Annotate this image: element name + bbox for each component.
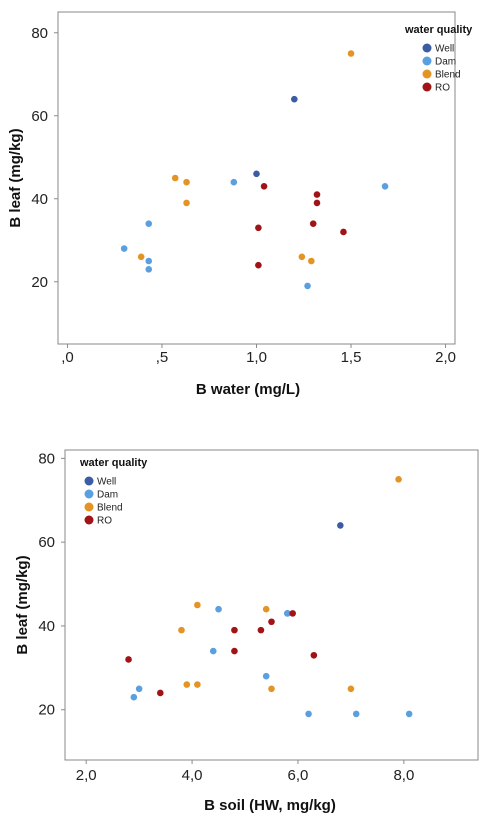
data-point-blend	[308, 257, 315, 265]
legend-marker-blend	[422, 69, 432, 79]
data-point-blend	[347, 685, 355, 693]
plot-frame	[64, 449, 479, 761]
data-point-ro	[309, 220, 317, 227]
data-point-blend	[347, 50, 355, 57]
legend-label-well: Well	[97, 477, 116, 488]
data-point-dam	[304, 282, 311, 290]
x-tick-label: 1,0	[246, 349, 267, 366]
data-point-dam	[230, 178, 238, 186]
legend-marker-ro	[84, 515, 94, 525]
x-tick-label: 2,0	[76, 767, 97, 784]
x-tick-label: 8,0	[393, 767, 414, 784]
chart-panel-1: ,0 ,5 1,0 1,5 2,0 20 40 60 80 B water (mg/L) B lea…	[7, 11, 473, 398]
legend-label-dam: Dam	[435, 57, 456, 68]
data-point-blend	[298, 253, 306, 261]
legend: water quality Well Dam Blend RO	[79, 457, 148, 527]
chart-panel-2: 2,0 4,0 6,0 8,0 20 40 60 80 B soil (HW, mg/kg) B …	[14, 449, 479, 814]
x-tick-label: ,5	[156, 349, 169, 366]
legend-label-well: Well	[435, 44, 454, 55]
y-tick-label: 40	[38, 618, 55, 635]
data-point-well	[291, 95, 298, 103]
data-point-ro	[310, 651, 318, 659]
data-point-blend	[183, 681, 191, 688]
legend-label-dam: Dam	[97, 490, 118, 501]
data-point-dam	[135, 685, 143, 693]
data-point-ro	[157, 689, 164, 697]
data-point-ro	[313, 199, 321, 207]
legend-marker-blend	[84, 502, 94, 512]
data-point-ro	[313, 191, 321, 198]
legend-title: water quality	[404, 24, 473, 36]
data-point-blend	[183, 178, 190, 186]
data-point-blend	[268, 685, 275, 693]
data-point-blend	[171, 174, 179, 182]
x-tick-label: 4,0	[182, 767, 203, 784]
x-axis-title: B water (mg/L)	[196, 381, 300, 398]
data-point-blend	[194, 681, 201, 688]
data-point-ro	[255, 224, 262, 232]
legend-marker-dam	[84, 489, 94, 499]
data-point-ro	[257, 626, 265, 634]
data-point-dam	[284, 610, 291, 617]
data-point-ro	[255, 261, 262, 269]
x-tick-label: 6,0	[288, 767, 309, 784]
data-point-ro	[268, 618, 275, 626]
data-point-blend	[178, 626, 185, 634]
data-point-blend	[262, 605, 270, 613]
legend: water quality Well Dam Blend RO	[404, 24, 473, 94]
data-point-dam	[120, 245, 128, 252]
data-point-dam	[130, 693, 138, 701]
legend-label-ro: RO	[97, 516, 112, 527]
y-axis-title: B leaf (mg/kg)	[14, 555, 31, 654]
data-point-dam	[352, 710, 360, 718]
y-tick-label: 20	[31, 274, 48, 291]
data-point-well	[337, 522, 344, 529]
data-point-dam	[145, 220, 153, 227]
data-point-dam	[209, 647, 217, 655]
data-point-dam	[262, 672, 270, 680]
legend-marker-dam	[422, 56, 432, 66]
data-point-dam	[305, 710, 312, 718]
y-tick-label: 20	[38, 702, 55, 719]
legend-marker-ro	[422, 82, 432, 92]
y-tick-label: 60	[31, 108, 48, 125]
y-tick-label: 80	[38, 450, 55, 467]
legend-label-ro: RO	[435, 83, 450, 94]
data-point-dam	[145, 257, 153, 265]
x-tick-label: 1,5	[341, 349, 362, 366]
data-point-ro	[260, 183, 268, 190]
legend-label-blend: Blend	[435, 70, 461, 81]
x-tick-label: 2,0	[435, 349, 456, 366]
y-tick-label: 60	[38, 534, 55, 551]
data-point-dam	[145, 266, 153, 273]
data-point-well	[253, 170, 260, 178]
data-point-dam	[215, 605, 222, 613]
data-point-ro	[231, 647, 238, 655]
x-axis-title: B soil (HW, mg/kg)	[204, 797, 336, 814]
data-point-ro	[289, 610, 296, 617]
data-point-blend	[194, 601, 201, 609]
y-tick-label: 40	[31, 191, 48, 208]
legend-marker-well	[422, 43, 432, 53]
legend-label-blend: Blend	[97, 503, 123, 514]
data-point-dam	[381, 183, 389, 190]
legend-title: water quality	[79, 457, 148, 469]
y-tick-label: 80	[31, 25, 48, 42]
y-axis-title: B leaf (mg/kg)	[7, 128, 24, 227]
data-point-blend	[395, 476, 402, 483]
data-point-dam	[405, 710, 413, 718]
x-tick-label: ,0	[61, 349, 74, 366]
data-point-ro	[231, 626, 238, 634]
data-point-blend	[137, 253, 145, 261]
plot-frame	[57, 11, 456, 345]
legend-marker-well	[84, 476, 94, 486]
data-point-blend	[183, 199, 190, 207]
data-point-ro	[125, 656, 132, 663]
data-point-ro	[340, 228, 347, 236]
